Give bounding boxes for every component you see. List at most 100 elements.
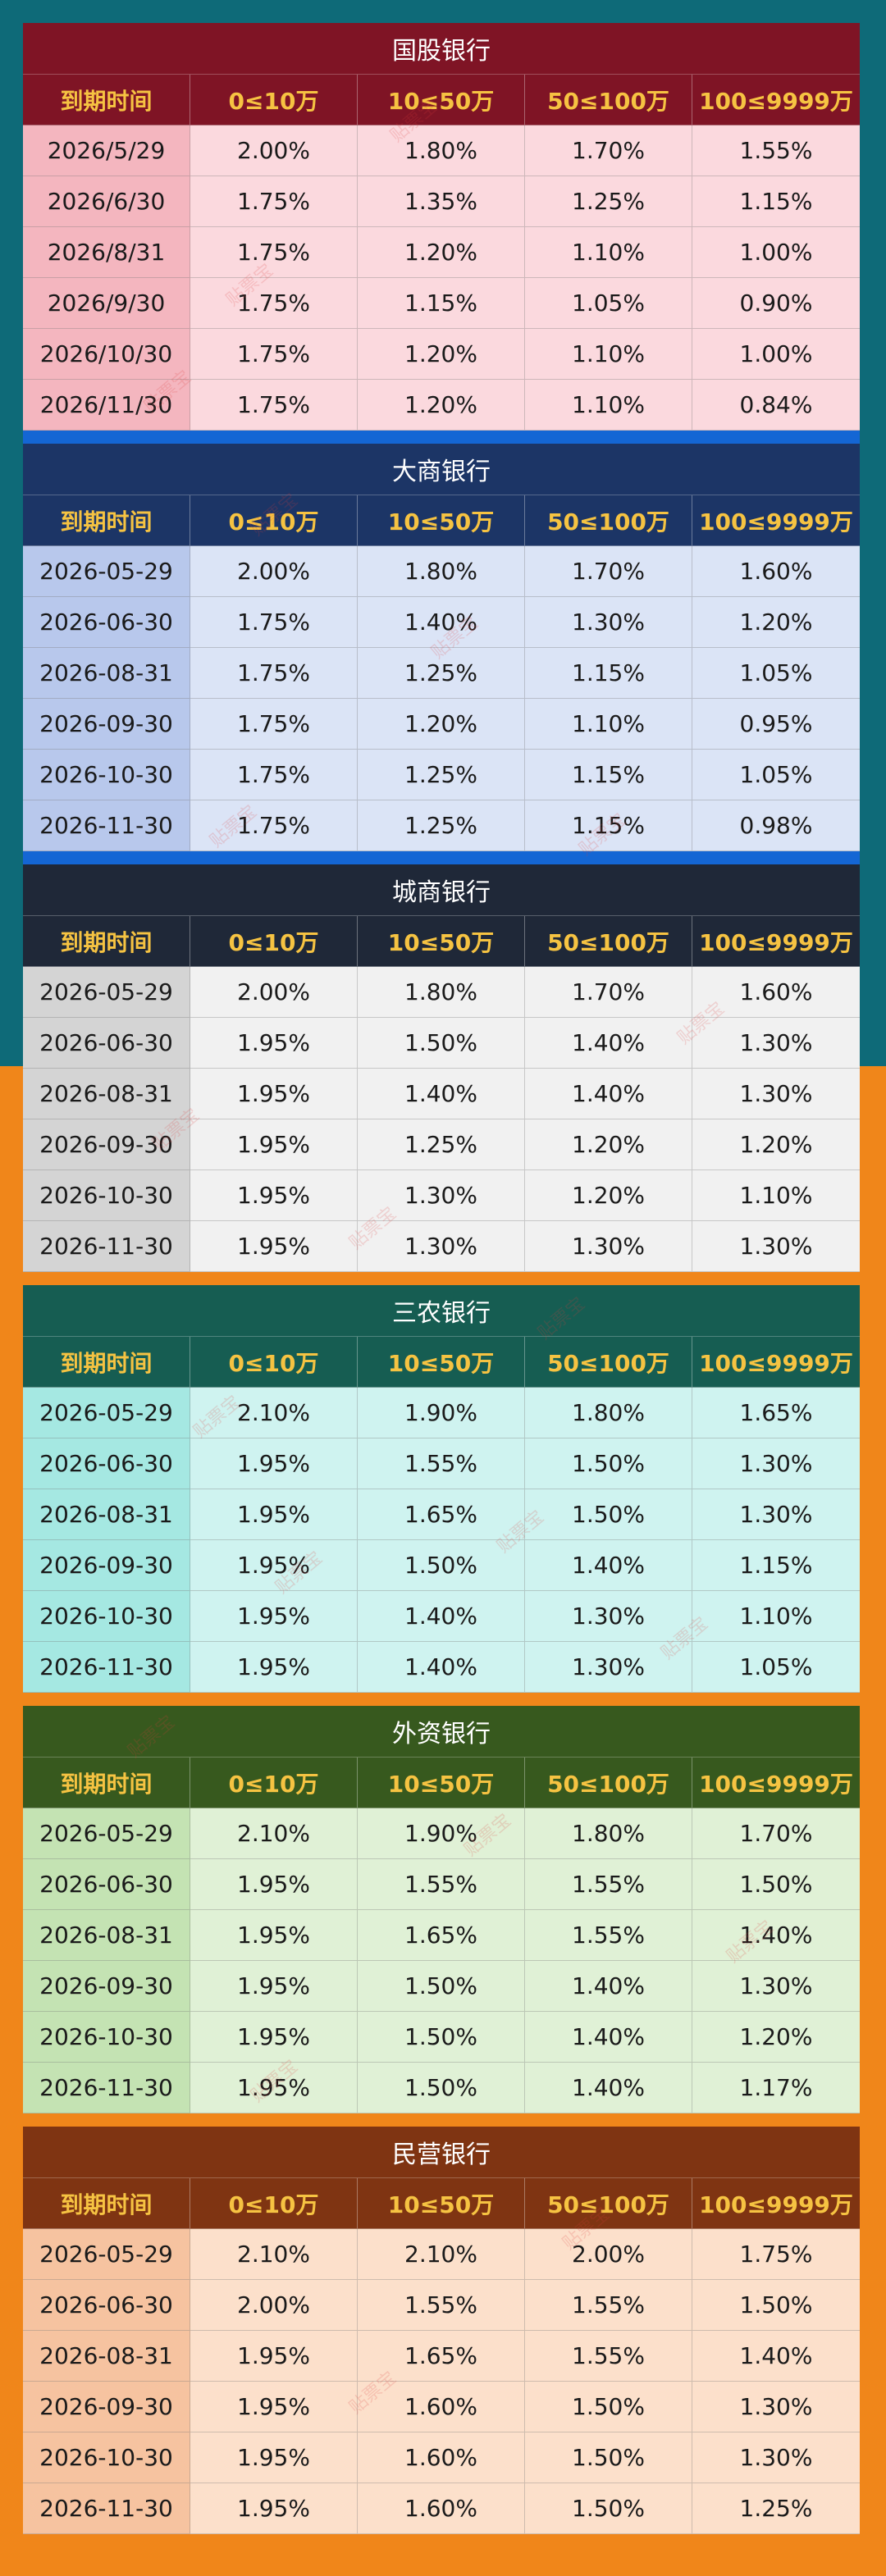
rate-cell: 1.20% (525, 1119, 692, 1170)
rate-cell: 1.05% (525, 278, 692, 329)
bank-section: 大商银行 到期时间 0≤10万 10≤50万 50≤100万 100≤9999万 2026-… (23, 444, 860, 851)
rate-cell: 1.50% (525, 2382, 692, 2432)
maturity-date-cell: 2026/5/29 (23, 125, 190, 176)
rate-cell: 1.40% (525, 2063, 692, 2113)
rate-cell: 1.17% (692, 2063, 860, 2113)
rate-cell: 1.70% (525, 546, 692, 597)
rate-cell: 1.55% (525, 1910, 692, 1961)
table-row: 2026-11-30 1.95% 1.50% 1.40% 1.17% (23, 2063, 860, 2113)
rate-cell: 1.95% (190, 1910, 358, 1961)
column-header: 到期时间 (23, 1758, 190, 1808)
column-header: 到期时间 (23, 75, 190, 125)
rate-cell: 1.50% (692, 2280, 860, 2331)
rate-cell: 1.30% (358, 1221, 525, 1272)
maturity-date-cell: 2026-09-30 (23, 1119, 190, 1170)
rate-cell: 1.95% (190, 1069, 358, 1119)
maturity-date-cell: 2026-05-29 (23, 1808, 190, 1859)
rate-cell: 1.40% (525, 1069, 692, 1119)
table-header-row: 到期时间 0≤10万 10≤50万 50≤100万 100≤9999万 (23, 916, 860, 967)
table-row: 2026/11/30 1.75% 1.20% 1.10% 0.84% (23, 380, 860, 431)
rate-cell: 1.60% (692, 967, 860, 1018)
table-row: 2026-11-30 1.95% 1.30% 1.30% 1.30% (23, 1221, 860, 1272)
rate-cell: 1.20% (525, 1170, 692, 1221)
rate-cell: 1.30% (692, 1221, 860, 1272)
rate-cell: 1.15% (525, 648, 692, 699)
rate-cell: 1.75% (190, 329, 358, 380)
bank-section: 三农银行 到期时间 0≤10万 10≤50万 50≤100万 100≤9999万 2026-… (23, 1285, 860, 1693)
rate-cell: 1.80% (358, 546, 525, 597)
maturity-date-cell: 2026-10-30 (23, 1591, 190, 1642)
rate-cell: 0.84% (692, 380, 860, 431)
column-header: 到期时间 (23, 495, 190, 546)
rate-cell: 1.75% (190, 176, 358, 227)
column-header: 0≤10万 (190, 916, 358, 967)
maturity-date-cell: 2026-11-30 (23, 1642, 190, 1693)
table-row: 2026/6/30 1.75% 1.35% 1.25% 1.15% (23, 176, 860, 227)
rate-cell: 1.90% (358, 1808, 525, 1859)
column-header: 50≤100万 (525, 75, 692, 125)
maturity-date-cell: 2026-09-30 (23, 1961, 190, 2012)
rate-cell: 1.25% (358, 648, 525, 699)
rate-cell: 1.95% (190, 1438, 358, 1489)
rate-cell: 1.95% (190, 1591, 358, 1642)
column-header: 到期时间 (23, 1337, 190, 1388)
rate-cell: 0.98% (692, 800, 860, 851)
table-row: 2026-06-30 1.95% 1.50% 1.40% 1.30% (23, 1018, 860, 1069)
rate-cell: 1.40% (358, 1069, 525, 1119)
rate-cell: 1.75% (190, 800, 358, 851)
section-separator (23, 431, 860, 444)
table-row: 2026-11-30 1.95% 1.40% 1.30% 1.05% (23, 1642, 860, 1693)
column-header: 到期时间 (23, 2178, 190, 2229)
column-header: 100≤9999万 (692, 1758, 860, 1808)
maturity-date-cell: 2026-11-30 (23, 1221, 190, 1272)
rate-cell: 1.75% (190, 227, 358, 278)
rate-cell: 1.75% (190, 648, 358, 699)
table-row: 2026-10-30 1.95% 1.60% 1.50% 1.30% (23, 2432, 860, 2483)
rate-cell: 1.30% (692, 2432, 860, 2483)
maturity-date-cell: 2026-11-30 (23, 2483, 190, 2534)
rate-cell: 1.75% (190, 750, 358, 800)
bank-section: 民营银行 到期时间 0≤10万 10≤50万 50≤100万 100≤9999万 2026-… (23, 2127, 860, 2534)
column-header: 50≤100万 (525, 495, 692, 546)
column-header: 0≤10万 (190, 1337, 358, 1388)
rate-cell: 0.95% (692, 699, 860, 750)
rate-cell: 1.95% (190, 1119, 358, 1170)
rate-cell: 1.30% (692, 1489, 860, 1540)
column-header: 100≤9999万 (692, 75, 860, 125)
rate-cell: 1.70% (692, 1808, 860, 1859)
rate-cell: 1.95% (190, 2012, 358, 2063)
section-title: 外资银行 (23, 1706, 860, 1758)
rate-cell: 1.40% (692, 2331, 860, 2382)
rate-cell: 1.40% (358, 597, 525, 648)
rate-cell: 1.10% (692, 1170, 860, 1221)
rate-cell: 1.70% (525, 967, 692, 1018)
table-row: 2026-06-30 1.75% 1.40% 1.30% 1.20% (23, 597, 860, 648)
table-header-row: 到期时间 0≤10万 10≤50万 50≤100万 100≤9999万 (23, 495, 860, 546)
rate-cell: 1.30% (692, 1438, 860, 1489)
column-header: 到期时间 (23, 916, 190, 967)
rate-cell: 1.55% (692, 125, 860, 176)
rate-cell: 1.20% (358, 227, 525, 278)
rate-cell: 1.55% (358, 2280, 525, 2331)
rate-cell: 1.50% (525, 2432, 692, 2483)
table-row: 2026-10-30 1.95% 1.50% 1.40% 1.20% (23, 2012, 860, 2063)
column-header: 50≤100万 (525, 2178, 692, 2229)
column-header: 100≤9999万 (692, 2178, 860, 2229)
maturity-date-cell: 2026-05-29 (23, 1388, 190, 1438)
maturity-date-cell: 2026-05-29 (23, 2229, 190, 2280)
table-row: 2026-09-30 1.95% 1.50% 1.40% 1.30% (23, 1961, 860, 2012)
rate-cell: 1.40% (358, 1642, 525, 1693)
rate-cell: 1.25% (358, 1119, 525, 1170)
maturity-date-cell: 2026/6/30 (23, 176, 190, 227)
rate-cell: 1.55% (525, 2280, 692, 2331)
table-row: 2026-09-30 1.95% 1.25% 1.20% 1.20% (23, 1119, 860, 1170)
column-header: 50≤100万 (525, 1758, 692, 1808)
rate-cell: 1.15% (692, 1540, 860, 1591)
rate-cell: 1.25% (525, 176, 692, 227)
rate-cell: 1.65% (358, 1910, 525, 1961)
maturity-date-cell: 2026-10-30 (23, 750, 190, 800)
rate-cell: 1.20% (358, 699, 525, 750)
rate-cell: 1.20% (692, 597, 860, 648)
rate-cell: 1.30% (692, 2382, 860, 2432)
rate-cell: 1.50% (358, 1018, 525, 1069)
